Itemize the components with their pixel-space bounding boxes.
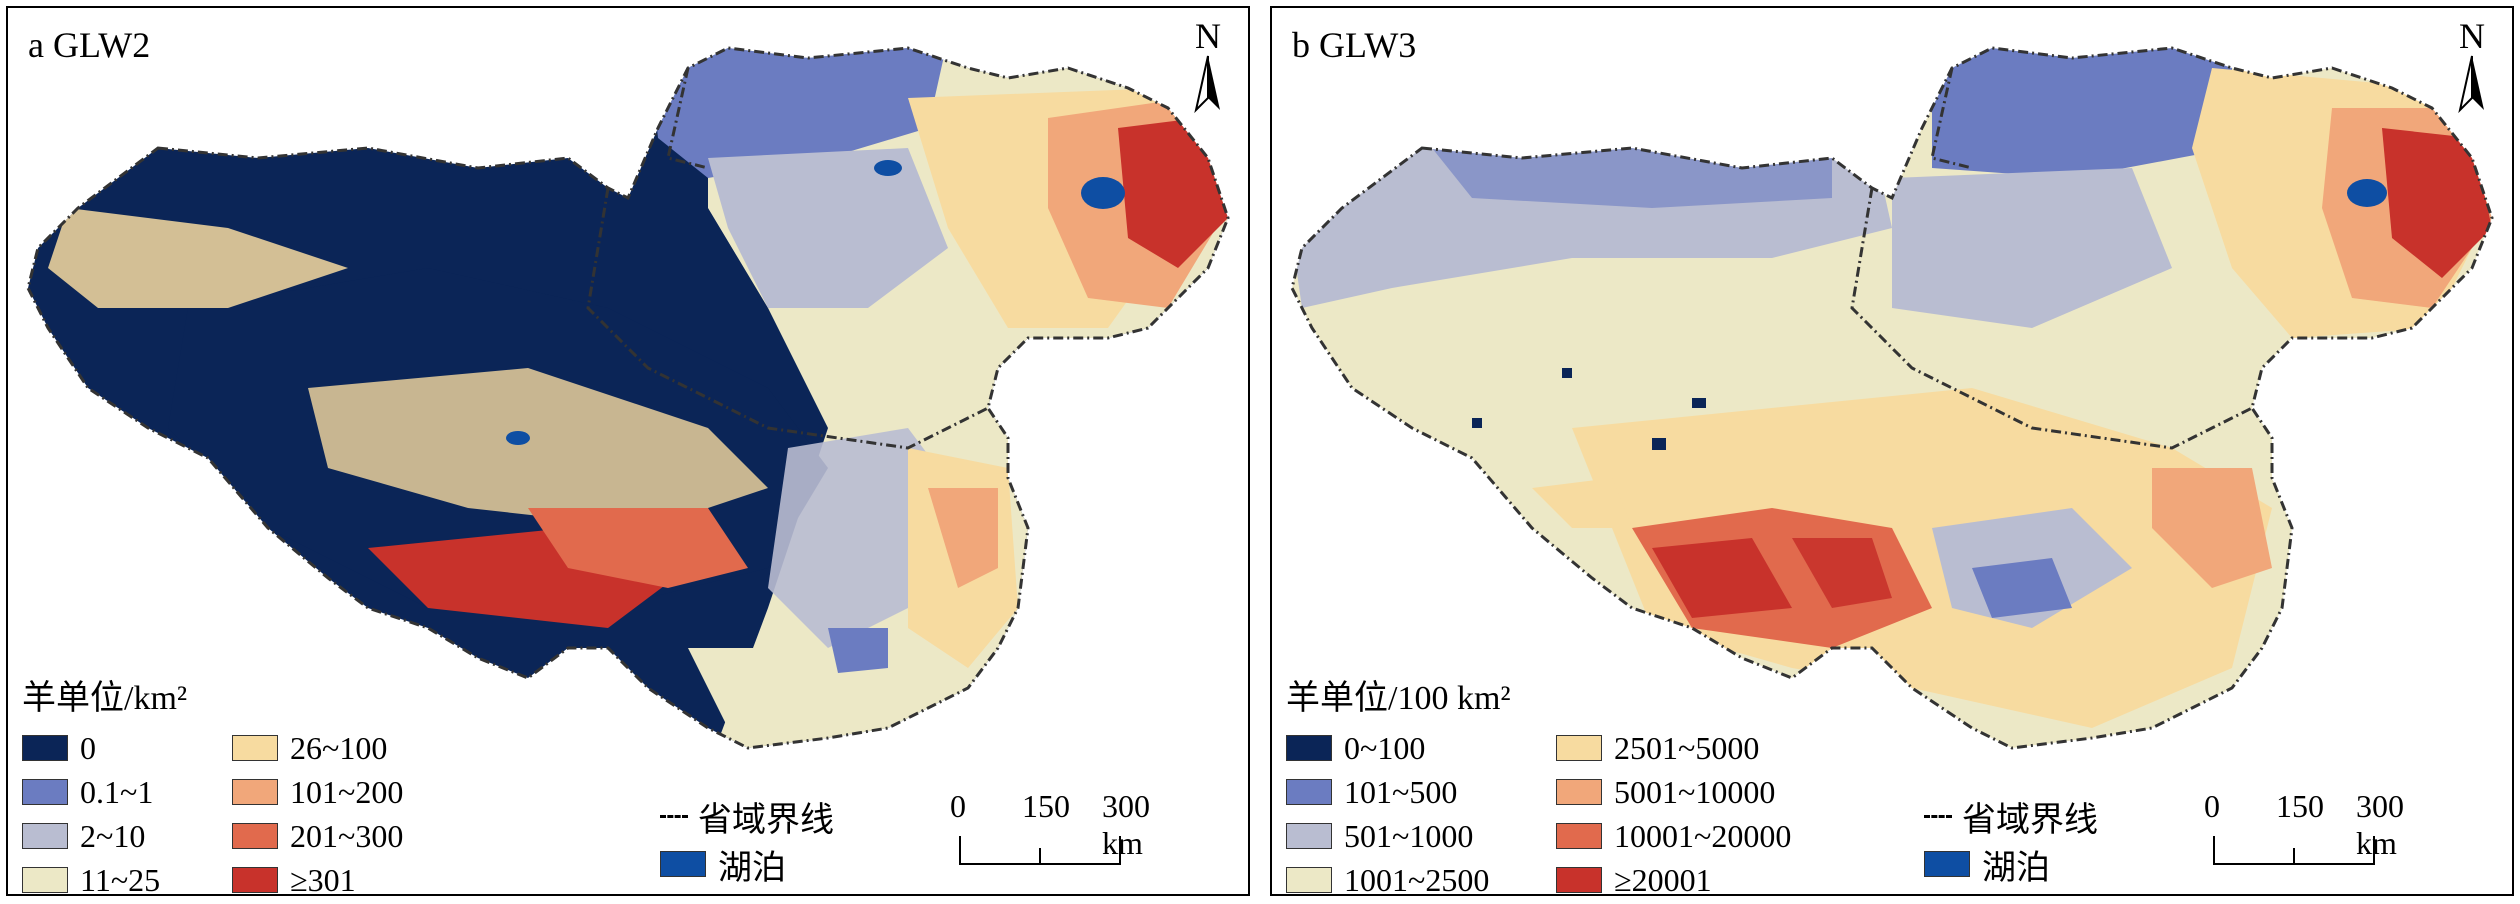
legend-column-2: 26~100 101~200 201~300 ≥301 (232, 726, 403, 896)
legend-label: 0~100 (1344, 729, 1426, 766)
legend-item: 101~500 (1286, 770, 1489, 814)
lake-legend-row: 湖泊 (1924, 840, 2098, 888)
legend-swatch (22, 823, 68, 849)
legend-swatch (1286, 823, 1332, 849)
legend-swatch (232, 823, 278, 849)
legend-swatch (1286, 867, 1332, 893)
scale-label-150: 150 (1022, 788, 1070, 824)
boundary-legend: 省域界线 湖泊 (660, 792, 834, 888)
legend-label: 26~100 (290, 729, 388, 766)
boundary-legend-row: 省域界线 (1924, 792, 2098, 840)
scale-label-300: 300 km (1102, 788, 1150, 861)
boundary-label: 省域界线 (698, 801, 834, 839)
legend-item: ≥301 (232, 858, 403, 896)
boundary-line-icon (1924, 814, 1952, 818)
lake-swatch (1924, 851, 1970, 877)
north-arrow-icon: N (2450, 18, 2494, 118)
scale-bar-line (2213, 836, 2375, 865)
scale-label-0: 0 (2204, 788, 2220, 824)
legend-item: 2~10 (22, 814, 160, 858)
legend-swatch (232, 867, 278, 893)
legend-swatch (1556, 735, 1602, 761)
legend-label: 2501~5000 (1614, 729, 1760, 766)
north-label: N (1195, 16, 1221, 56)
boundary-line-icon (660, 814, 688, 818)
legend-swatch (22, 779, 68, 805)
legend-title: 羊单位/100 km² (1286, 680, 1511, 717)
legend-label: 201~300 (290, 817, 404, 854)
scale-label-300: 300 km (2356, 788, 2404, 861)
legend-swatch (232, 735, 278, 761)
legend-label: ≥301 (290, 861, 356, 896)
north-label: N (2459, 16, 2485, 56)
boundary-legend: 省域界线 湖泊 (1924, 792, 2098, 888)
lake-label: 湖泊 (1982, 849, 2050, 887)
legend-label: 5001~10000 (1614, 773, 1776, 810)
legend-swatch (1286, 779, 1332, 805)
legend-column-2: 2501~5000 5001~10000 10001~20000 ≥20001 (1556, 726, 1791, 896)
lake-label: 湖泊 (718, 849, 786, 887)
legend-label: ≥20001 (1614, 861, 1712, 896)
legend-swatch (22, 867, 68, 893)
legend-item: ≥20001 (1556, 858, 1791, 896)
density-map-glw3 (1290, 46, 2494, 750)
legend-item: 26~100 (232, 726, 403, 770)
panel-title: b GLW3 (1292, 25, 1417, 65)
legend-swatch (1286, 735, 1332, 761)
scale-bar: 0 150 300 km (2204, 788, 2432, 888)
legend-swatch (232, 779, 278, 805)
legend-item: 11~25 (22, 858, 161, 896)
legend-item: 5001~10000 (1556, 770, 1791, 814)
scale-label-0: 0 (950, 788, 966, 824)
legend-label: 2~10 (80, 817, 146, 854)
boundary-label: 省域界线 (1962, 801, 2098, 839)
legend-title: 羊单位/km² (22, 680, 188, 717)
scale-bar-line (959, 836, 1121, 865)
legend-column-1: 0 0.1~1 2~10 11~25 (22, 726, 161, 896)
density-map-glw2 (26, 46, 1230, 750)
map-panel-glw3: b GLW3 N 羊单位/100 km² 0~100 101~500 501~1… (1270, 6, 2514, 896)
lake-legend-row: 湖泊 (660, 840, 834, 888)
legend-swatch (1556, 867, 1602, 893)
legend-item: 1001~2500 (1286, 858, 1490, 896)
legend-label: 101~200 (290, 773, 404, 810)
legend-swatch (22, 735, 68, 761)
legend-label: 10001~20000 (1614, 817, 1792, 854)
legend-label: 0.1~1 (80, 773, 154, 810)
lake-swatch (660, 851, 706, 877)
boundary-legend-row: 省域界线 (660, 792, 834, 840)
legend-item: 10001~20000 (1556, 814, 1791, 858)
legend-item: 201~300 (232, 814, 403, 858)
legend-label: 501~1000 (1344, 817, 1474, 854)
map-panel-glw2: a GLW2 N 羊单位/km² 0 0.1~1 2~10 11~25 26~1… (6, 6, 1250, 896)
legend-item: 501~1000 (1286, 814, 1489, 858)
legend-label: 101~500 (1344, 773, 1458, 810)
legend-item: 2501~5000 (1556, 726, 1791, 770)
legend-label: 0 (80, 729, 96, 766)
north-arrow-icon: N (1186, 18, 1230, 118)
scale-bar: 0 150 300 km (950, 788, 1178, 888)
legend-item: 0.1~1 (22, 770, 160, 814)
legend-item: 0 (22, 726, 160, 770)
legend-column-1: 0~100 101~500 501~1000 1001~2500 (1286, 726, 1490, 896)
legend-label: 1001~2500 (1344, 861, 1490, 896)
legend-swatch (1556, 779, 1602, 805)
legend-item: 101~200 (232, 770, 403, 814)
legend-swatch (1556, 823, 1602, 849)
scale-label-150: 150 (2276, 788, 2324, 824)
panel-title: a GLW2 (28, 25, 151, 65)
legend-label: 11~25 (80, 861, 161, 896)
legend-item: 0~100 (1286, 726, 1489, 770)
